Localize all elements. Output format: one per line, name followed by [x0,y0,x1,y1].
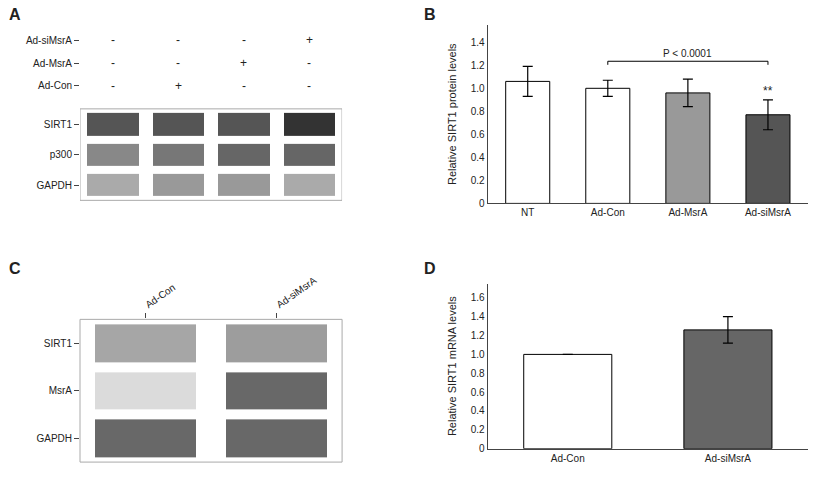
svg-text:P < 0.0001: P < 0.0001 [663,48,712,59]
svg-text:D: D [424,260,436,277]
svg-text:-: - [307,79,311,93]
svg-text:1.2: 1.2 [471,60,485,71]
svg-text:p300: p300 [50,149,73,160]
svg-text:GAPDH: GAPDH [36,433,72,444]
svg-text:Ad-Con: Ad-Con [38,80,72,91]
svg-text:SIRT1: SIRT1 [44,119,73,130]
svg-text:0.6: 0.6 [471,129,485,140]
svg-text:Ad-siMsrA: Ad-siMsrA [26,35,72,46]
svg-text:-: - [242,79,246,93]
svg-text:-: - [111,33,115,47]
svg-text:0.8: 0.8 [471,106,485,117]
svg-text:-: - [111,56,115,70]
svg-text:1.6: 1.6 [471,292,485,303]
svg-text:Ad-siMsrA: Ad-siMsrA [745,207,791,218]
svg-text:Ad-MsrA: Ad-MsrA [668,207,707,218]
svg-text:Ad-siMsrA: Ad-siMsrA [274,274,318,310]
svg-text:0.8: 0.8 [471,368,485,379]
svg-text:0.4: 0.4 [471,152,485,163]
svg-text:1.0: 1.0 [471,349,485,360]
svg-text:SIRT1: SIRT1 [44,338,73,349]
svg-text:1.4: 1.4 [471,311,485,322]
svg-text:**: ** [763,84,773,98]
svg-text:+: + [240,56,247,70]
svg-text:+: + [306,33,313,47]
svg-text:GAPDH: GAPDH [36,180,72,191]
svg-text:-: - [176,33,180,47]
svg-text:0.2: 0.2 [471,424,485,435]
svg-text:Relative SIRT1 mRNA levels: Relative SIRT1 mRNA levels [446,296,458,436]
svg-text:0.2: 0.2 [471,175,485,186]
svg-text:-: - [242,33,246,47]
svg-text:Ad-Con: Ad-Con [591,207,625,218]
svg-text:MsrA: MsrA [49,385,73,396]
svg-text:Relative SIRT1 protein levels: Relative SIRT1 protein levels [446,43,458,185]
svg-text:C: C [9,260,21,277]
svg-text:A: A [9,6,21,23]
svg-text:0.6: 0.6 [471,387,485,398]
svg-text:Ad-Con: Ad-Con [551,453,585,464]
svg-text:Ad-MsrA: Ad-MsrA [33,58,72,69]
svg-text:1.2: 1.2 [471,330,485,341]
svg-text:Ad-siMsrA: Ad-siMsrA [705,453,751,464]
svg-text:0: 0 [479,443,485,454]
svg-text:+: + [175,79,182,93]
svg-text:B: B [424,6,436,23]
svg-text:-: - [111,79,115,93]
svg-text:Ad-Con: Ad-Con [143,282,177,310]
svg-text:1.4: 1.4 [471,37,485,48]
svg-text:NT: NT [521,207,534,218]
svg-text:0.4: 0.4 [471,405,485,416]
svg-text:0: 0 [479,198,485,209]
svg-text:-: - [176,56,180,70]
svg-text:-: - [307,56,311,70]
svg-text:1.0: 1.0 [471,83,485,94]
